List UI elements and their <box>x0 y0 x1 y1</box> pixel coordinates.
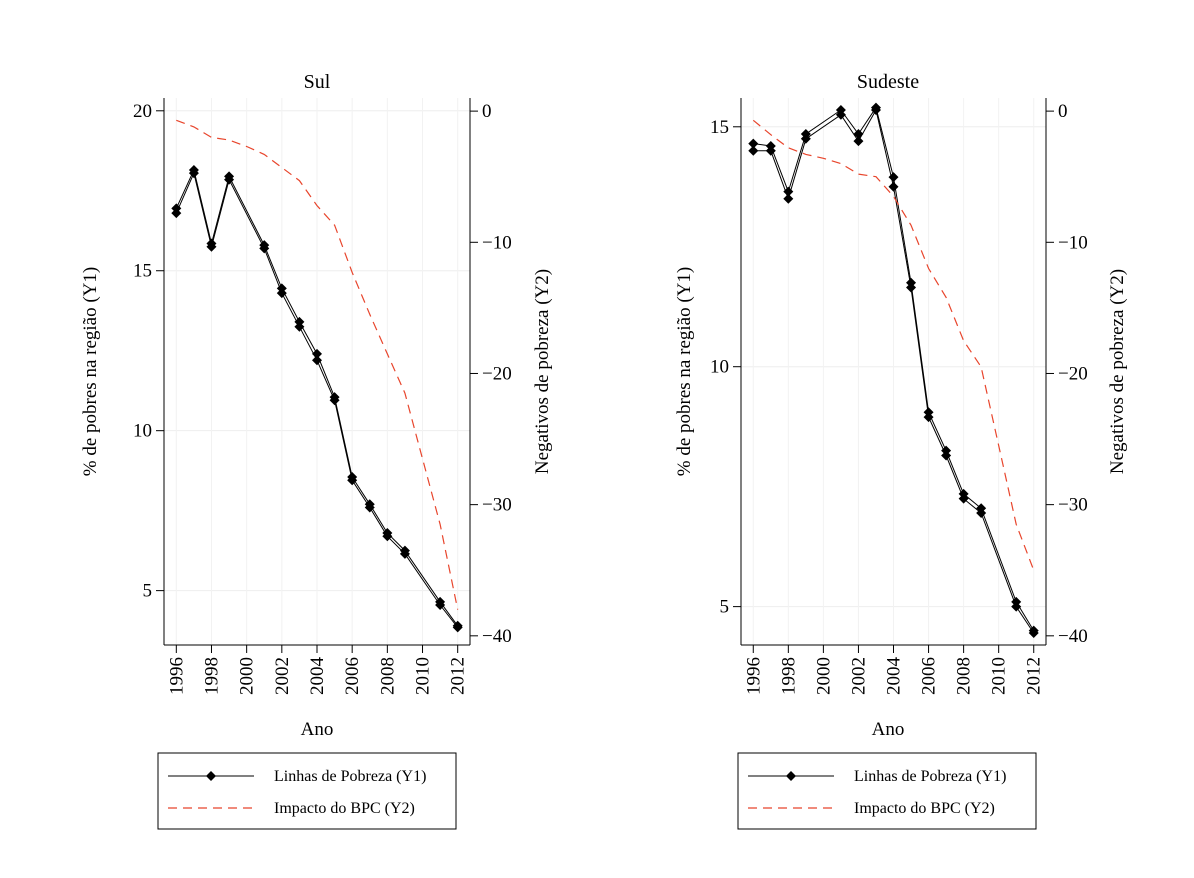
data-point-diamond <box>748 145 759 156</box>
y2-tick-label: 0 <box>1058 101 1068 122</box>
y1-tick-label: 20 <box>133 101 152 122</box>
data-point-diamond <box>941 450 952 461</box>
y2-tick-label: −40 <box>1058 626 1088 647</box>
x-axis-label: Ano <box>301 719 334 740</box>
data-point-diamond <box>435 600 446 611</box>
data-point-diamond <box>188 168 199 179</box>
y2-tick-label: −30 <box>1058 495 1088 516</box>
y1-tick-label: 15 <box>133 261 152 282</box>
data-point-diamond <box>1011 601 1022 612</box>
x-tick-label: 2006 <box>919 657 940 695</box>
legend-label: Linhas de Pobreza (Y1) <box>854 768 1006 785</box>
data-point-diamond <box>259 243 270 254</box>
y2-axis-label: Negativos de pobreza (Y2) <box>532 269 553 474</box>
data-point-diamond <box>870 104 881 115</box>
series-line-bpc <box>176 119 459 610</box>
y2-tick-label: −30 <box>482 495 512 516</box>
data-point-diamond <box>294 321 305 332</box>
y1-tick-label: 5 <box>720 597 730 618</box>
x-tick-label: 2008 <box>377 657 398 695</box>
legend-key-diamond <box>786 771 796 781</box>
y1-tick-label: 10 <box>710 357 729 378</box>
x-tick-label: 2008 <box>954 657 975 695</box>
data-point-diamond <box>958 493 969 504</box>
x-tick-label: 2000 <box>237 657 258 695</box>
data-point-diamond <box>329 395 340 406</box>
data-point-diamond <box>276 288 287 299</box>
data-point-diamond <box>1028 628 1039 639</box>
data-point-diamond <box>976 508 987 519</box>
y2-tick-label: −40 <box>482 626 512 647</box>
chart-title: Sul <box>304 71 331 93</box>
x-tick-label: 1998 <box>201 657 222 695</box>
legend-label: Impacto do BPC (Y2) <box>274 800 415 817</box>
data-point-diamond <box>382 531 393 542</box>
data-point-diamond <box>765 145 776 156</box>
y2-axis-label: Negativos de pobreza (Y2) <box>1107 269 1128 474</box>
y1-axis-label: % de pobres na região (Y1) <box>674 267 695 476</box>
x-tick-label: 2000 <box>813 657 834 695</box>
data-point-diamond <box>923 412 934 423</box>
data-point-diamond <box>906 282 917 293</box>
data-point-diamond <box>452 622 463 633</box>
legend-box <box>157 752 457 830</box>
data-point-diamond <box>800 133 811 144</box>
legend-label: Impacto do BPC (Y2) <box>854 800 995 817</box>
data-point-diamond <box>835 109 846 120</box>
y1-axis-label: % de pobres na região (Y1) <box>80 267 101 476</box>
data-point-diamond <box>888 181 899 192</box>
legend-box <box>737 752 1037 830</box>
y2-tick-label: −10 <box>1058 232 1088 253</box>
x-tick-label: 2004 <box>307 657 328 696</box>
data-point-diamond <box>171 208 182 219</box>
data-point-diamond <box>748 138 759 149</box>
x-tick-label: 2012 <box>448 657 469 695</box>
chart-title: Sudeste <box>857 71 919 93</box>
y2-tick-label: −10 <box>482 232 512 253</box>
x-tick-label: 1998 <box>778 657 799 695</box>
data-point-diamond <box>364 502 375 513</box>
x-tick-label: 2010 <box>413 657 434 695</box>
x-axis-label: Ano <box>872 719 905 740</box>
data-point-diamond <box>347 475 358 486</box>
data-point-diamond <box>853 136 864 147</box>
y2-tick-label: −20 <box>1058 363 1088 384</box>
x-tick-label: 2006 <box>342 657 363 695</box>
y2-tick-label: −20 <box>482 363 512 384</box>
x-tick-label: 2002 <box>848 657 869 695</box>
data-point-diamond <box>399 548 410 559</box>
series-line-bpc <box>752 119 1035 571</box>
y2-tick-label: 0 <box>482 101 492 122</box>
x-tick-label: 2002 <box>272 657 293 695</box>
x-tick-label: 2010 <box>989 657 1010 695</box>
x-tick-label: 2012 <box>1024 657 1045 695</box>
x-tick-label: 2004 <box>884 657 905 696</box>
data-point-diamond <box>783 193 794 204</box>
y1-tick-label: 15 <box>710 117 729 138</box>
legend-label: Linhas de Pobreza (Y1) <box>274 768 426 785</box>
data-point-diamond <box>206 241 217 252</box>
y1-tick-label: 10 <box>133 421 152 442</box>
data-point-diamond <box>312 355 322 366</box>
x-tick-label: 1996 <box>743 657 764 695</box>
legend-key-diamond <box>206 771 216 781</box>
y1-tick-label: 5 <box>143 581 153 602</box>
data-point-diamond <box>224 174 235 185</box>
x-tick-label: 1996 <box>166 657 187 695</box>
